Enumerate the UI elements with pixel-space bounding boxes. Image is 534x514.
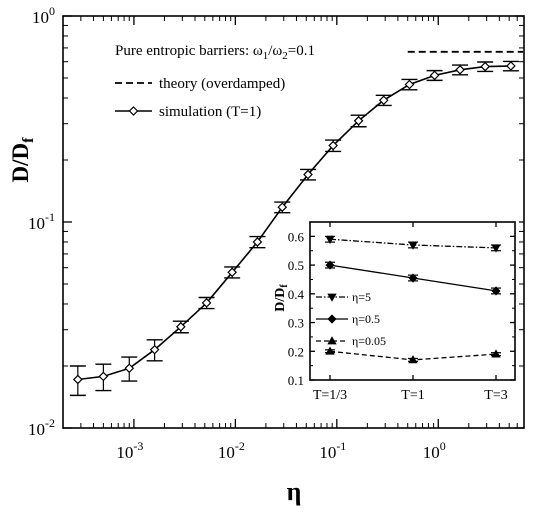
inset-y-tick-label: 0.4 <box>288 287 305 302</box>
data-point <box>149 344 160 355</box>
inset-data-point <box>325 235 335 245</box>
y-tick-label: 100 <box>32 4 55 27</box>
chart-annotation: Pure entropic barriers: ω1/ω2=0.1 <box>115 43 315 62</box>
data-point <box>277 202 288 213</box>
data-point <box>429 70 440 81</box>
inset-legend-marker <box>327 336 337 345</box>
data-point <box>328 140 338 151</box>
data-point <box>353 115 364 126</box>
inset-x-tick-label: T=3 <box>484 388 507 403</box>
inset-chart: 0.10.20.30.40.50.6T=1/3 T=1 T=3 D/Df η=5η=… <box>273 213 519 403</box>
main-axis-ticks <box>62 15 525 429</box>
legend-label-theory: theory (overdamped) <box>159 76 285 92</box>
inset-data-point <box>325 260 335 270</box>
inset-data-point <box>491 349 501 358</box>
data-point <box>175 321 186 332</box>
inset-y-tick-label: 0.3 <box>288 316 304 331</box>
x-tick-label: 10-3 <box>116 439 143 462</box>
inset-y-tick-label: 0.5 <box>288 258 304 273</box>
inset-data-point <box>408 355 418 364</box>
data-point <box>227 267 238 278</box>
inset-data-point <box>408 241 418 250</box>
inset-legend-label: η=5 <box>352 290 371 304</box>
inset-legend-marker <box>327 293 337 302</box>
main-tick-labels: 10-3 10-2 10-1 100 10-2 10-1 100 <box>28 4 446 462</box>
data-point <box>506 61 516 71</box>
inset-data-point <box>491 286 501 296</box>
inset-y-tick-label: 0.6 <box>288 229 305 244</box>
series-line-simulation <box>77 65 511 381</box>
inset-y-axis-label: D/Df <box>273 284 290 312</box>
inset-y-tick-label: 0.1 <box>288 373 304 388</box>
data-point <box>98 371 109 382</box>
data-point <box>303 169 313 180</box>
inset-legend-label: η=0.05 <box>352 334 386 348</box>
main-legend: theory (overdamped) simulation (T=1) <box>115 76 285 120</box>
legend-label-simulation: simulation (T=1) <box>159 104 261 120</box>
y-tick-label: 10-2 <box>28 416 55 439</box>
inset-data-point <box>491 244 501 253</box>
data-point <box>252 237 263 247</box>
x-tick-label: 100 <box>423 439 446 462</box>
main-y-axis-label: D/Df <box>8 137 37 183</box>
main-series-layer <box>69 50 523 397</box>
data-point <box>480 61 491 72</box>
data-point <box>455 64 465 75</box>
data-point <box>124 363 135 374</box>
inset-data-point <box>325 346 335 355</box>
inset-x-tick-label: T=1 <box>401 388 424 403</box>
inset-legend-label: η=0.5 <box>352 312 380 326</box>
inset-x-tick-label: T=1/3 <box>313 388 347 403</box>
inset-legend-marker <box>327 314 337 324</box>
legend-marker-simulation <box>128 106 139 116</box>
inset-background <box>300 213 519 400</box>
inset-legend: η=5 η=0.5 η=0.05 <box>316 290 386 348</box>
main-x-axis-label: η <box>287 477 302 506</box>
data-point <box>378 95 389 106</box>
x-tick-label: 10-2 <box>218 439 245 462</box>
data-point <box>72 374 83 385</box>
data-point <box>201 298 212 308</box>
inset-series-layer <box>325 235 501 364</box>
inset-tick-labels: 0.1 0.2 0.3 0.4 0.5 0.6 T=1/3 T=1 T=3 <box>288 229 508 403</box>
inset-data-point <box>408 273 418 283</box>
y-tick-label: 10-1 <box>28 210 55 233</box>
data-point <box>404 79 415 90</box>
inset-axis-ticks <box>310 221 515 381</box>
x-tick-label: 10-1 <box>319 439 346 462</box>
inset-y-tick-label: 0.2 <box>288 344 304 359</box>
